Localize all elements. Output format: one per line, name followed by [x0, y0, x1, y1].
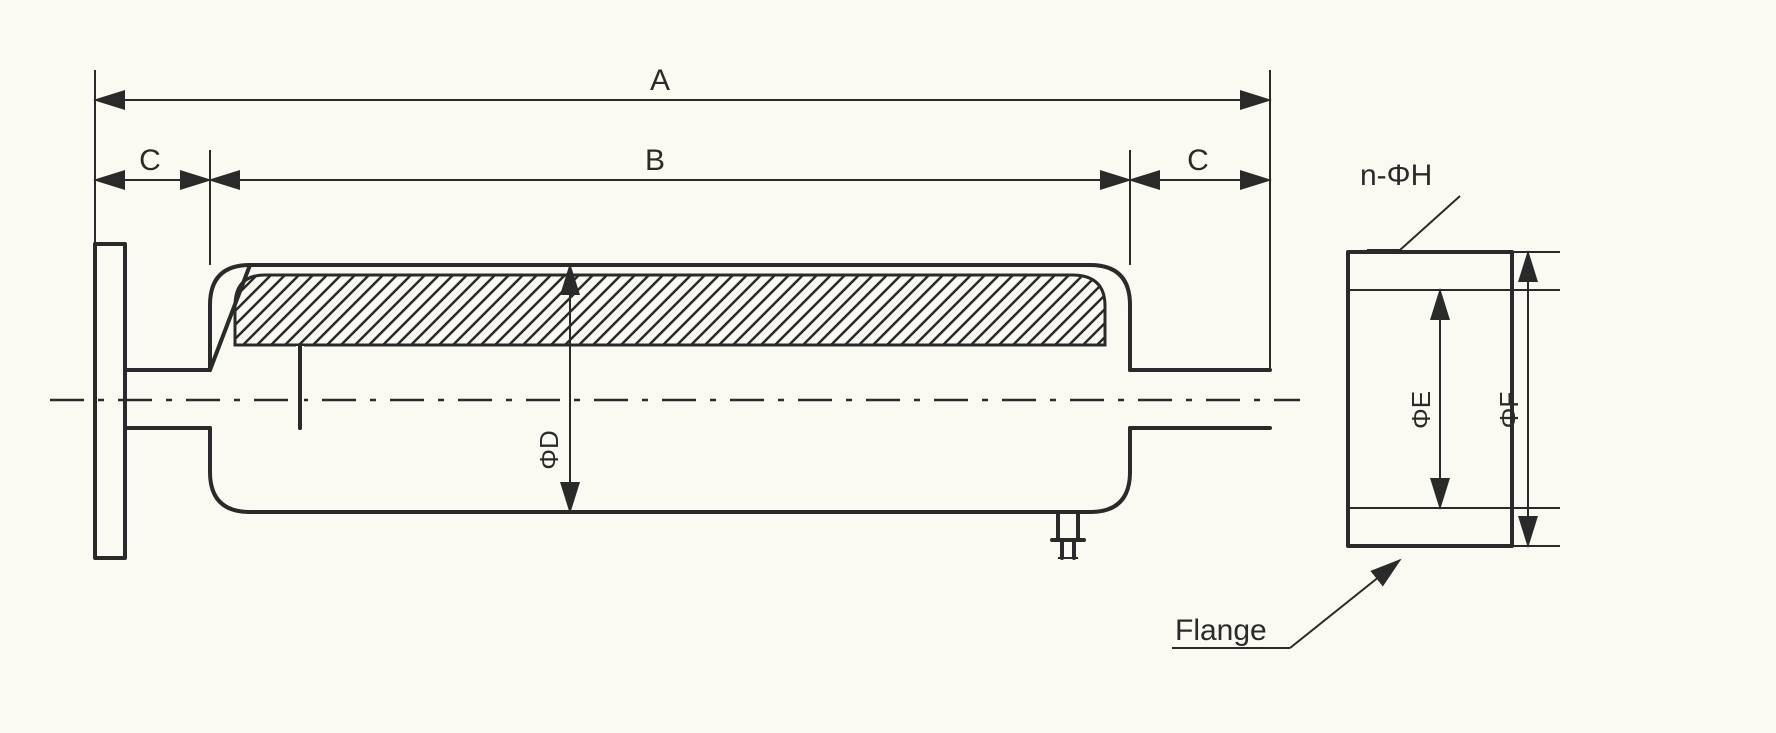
dim-label-a: A — [650, 64, 670, 97]
callout-nphih — [1367, 196, 1460, 250]
dim-label-phie: ΦE — [1406, 391, 1436, 429]
dim-label-phid: ΦD — [534, 430, 564, 470]
dim-label-c-left: C — [139, 144, 161, 177]
drain-port — [1052, 512, 1084, 558]
dim-label-phif: ΦF — [1494, 392, 1524, 429]
dim-label-nphih: n-ΦH — [1360, 159, 1432, 192]
flange-leader — [1290, 560, 1400, 648]
flange-label: Flange — [1175, 614, 1267, 647]
engineering-drawing: A C B C n-ΦH — [0, 0, 1776, 733]
hatched-element — [235, 275, 1105, 345]
dim-label-b: B — [645, 144, 665, 177]
dim-label-c-right: C — [1187, 144, 1209, 177]
